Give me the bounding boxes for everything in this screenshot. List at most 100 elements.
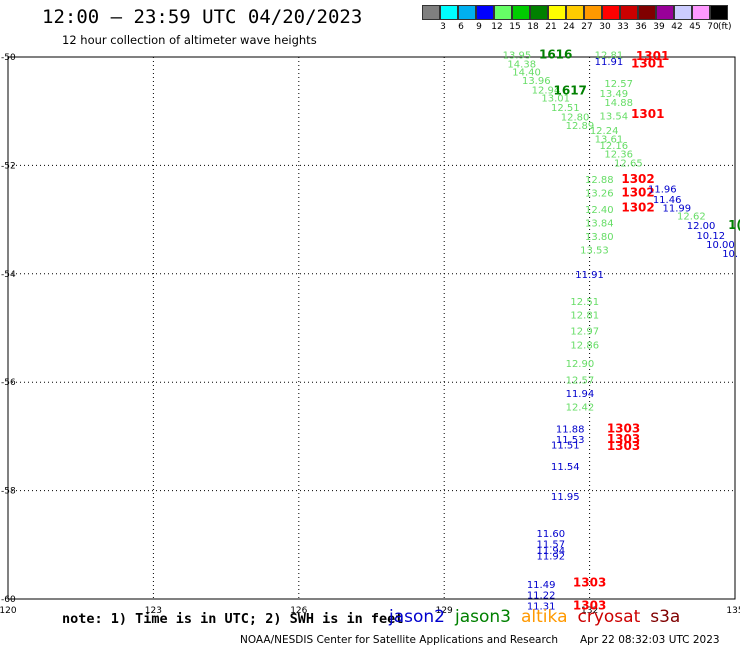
legend-swatch [512, 5, 530, 20]
legend-swatch-label: 6 [458, 22, 464, 32]
data-label: 13.54 [600, 112, 629, 123]
y-tick-label: -54 [1, 270, 16, 280]
legend-swatch-label: 30 [599, 22, 611, 32]
legend-swatch-label: 42 [671, 22, 683, 32]
data-label: 11.46 [653, 195, 682, 206]
data-label: 12.57 [604, 79, 633, 90]
legend-swatch-label: 15 [509, 22, 521, 32]
data-label: 11.57 [537, 540, 566, 551]
x-tick-label: 123 [145, 606, 162, 616]
data-label: 1303 [607, 439, 640, 453]
data-label: 13.61 [595, 134, 624, 145]
data-label: 11.96 [648, 185, 677, 196]
data-label: 12.16 [600, 141, 629, 152]
x-tick-label: 126 [290, 606, 307, 616]
satellite-label: altika [521, 607, 568, 627]
data-label: 1303 [573, 599, 606, 613]
data-label: 11.94 [537, 546, 566, 557]
data-label: 1303 [573, 576, 606, 590]
data-label: 12.00 [687, 221, 716, 232]
data-label: 13.96 [522, 76, 551, 87]
data-label: 11.22 [527, 591, 556, 602]
data-label: 11.53 [556, 435, 585, 446]
data-label: 14.88 [604, 98, 633, 109]
data-label: 12.81 [570, 310, 599, 321]
data-label: 14.40 [512, 68, 541, 79]
legend-swatch [548, 5, 566, 20]
x-tick-label: 135 [726, 606, 740, 616]
data-label: 1303 [607, 432, 640, 446]
data-label: 12.51 [570, 297, 599, 308]
data-label: 13.80 [585, 232, 614, 243]
data-label: 1302 [621, 201, 654, 215]
legend-swatch [458, 5, 476, 20]
data-label: 12.40 [585, 205, 614, 216]
data-label: 1301 [631, 107, 664, 121]
y-tick-label: -50 [1, 53, 16, 63]
legend-swatch-label: 21 [545, 22, 557, 32]
data-label: 13.49 [600, 89, 629, 100]
data-label: 1301 [636, 49, 669, 63]
legend-swatch-label: 27 [581, 22, 593, 32]
data-label: 13.95 [503, 50, 532, 61]
data-label: 12.94 [532, 86, 561, 97]
legend-swatch [566, 5, 584, 20]
legend-swatch [422, 5, 440, 20]
data-label: 1301 [631, 57, 664, 71]
legend-swatch [692, 5, 710, 20]
data-label: 12.88 [585, 175, 614, 186]
data-label: 12.65 [614, 159, 643, 170]
data-label: 13.84 [585, 218, 614, 229]
footer-note: note: 1) Time is in UTC; 2) SWH is in fe… [62, 611, 404, 627]
satellite-label: s3a [650, 607, 681, 627]
legend-swatch [584, 5, 602, 20]
data-label: 10.12 [696, 231, 725, 242]
x-tick-label: 132 [581, 606, 598, 616]
page-subtitle: 12 hour collection of altimeter wave hei… [62, 33, 317, 47]
data-label: 12.86 [570, 340, 599, 351]
legend-swatch [620, 5, 638, 20]
data-label: 12.81 [595, 50, 624, 61]
data-label: 11.31 [527, 602, 556, 613]
data-label: 12.89 [566, 121, 595, 132]
data-label: 10.00 [706, 240, 735, 251]
data-label: 1302 [621, 186, 654, 200]
legend-swatch-label: 24 [563, 22, 575, 32]
legend-swatch-label: 3 [440, 22, 446, 32]
data-label: 12.42 [566, 403, 595, 414]
data-label: 11.88 [556, 424, 585, 435]
legend-swatch-label: 36 [635, 22, 647, 32]
data-label: 12.57 [566, 375, 595, 386]
legend-swatch-label: 33 [617, 22, 629, 32]
plot-frame [7, 56, 736, 600]
legend-swatch [602, 5, 620, 20]
data-label: 13.53 [580, 245, 609, 256]
data-label: 11.91 [575, 270, 604, 281]
satellite-legend: jason2 jason3 altika cryosat s3a [389, 607, 690, 627]
data-label: 12.80 [561, 113, 590, 124]
legend-swatch-label: 70 [707, 22, 719, 32]
y-tick-label: -58 [1, 487, 16, 497]
data-label: 1617 [554, 84, 587, 98]
data-label: 11.99 [663, 204, 692, 215]
legend-swatch [674, 5, 692, 20]
data-label: 11.91 [595, 57, 624, 68]
data-label: 12.24 [590, 126, 619, 137]
legend-swatch [710, 5, 728, 20]
x-tick-label: 120 [0, 606, 17, 616]
y-tick-label: -52 [1, 161, 16, 171]
legend-swatch-label: 12 [491, 22, 503, 32]
data-label: 13.26 [585, 189, 614, 200]
data-label: 11.51 [551, 441, 580, 452]
x-tick-label: 129 [436, 606, 453, 616]
data-label: 1302 [621, 172, 654, 186]
satellite-label: cryosat [577, 607, 641, 627]
data-label: 12.36 [604, 149, 633, 160]
data-label: 1( [728, 218, 740, 232]
y-tick-label: -60 [1, 595, 16, 605]
footer-credit: NOAA/NESDIS Center for Satellite Applica… [240, 634, 558, 646]
data-label: 11.54 [551, 462, 580, 473]
y-tick-label: -56 [1, 378, 16, 388]
satellite-label: jason2 [389, 607, 445, 627]
